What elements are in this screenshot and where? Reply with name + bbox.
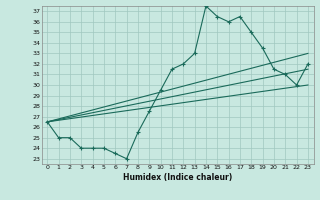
- X-axis label: Humidex (Indice chaleur): Humidex (Indice chaleur): [123, 173, 232, 182]
